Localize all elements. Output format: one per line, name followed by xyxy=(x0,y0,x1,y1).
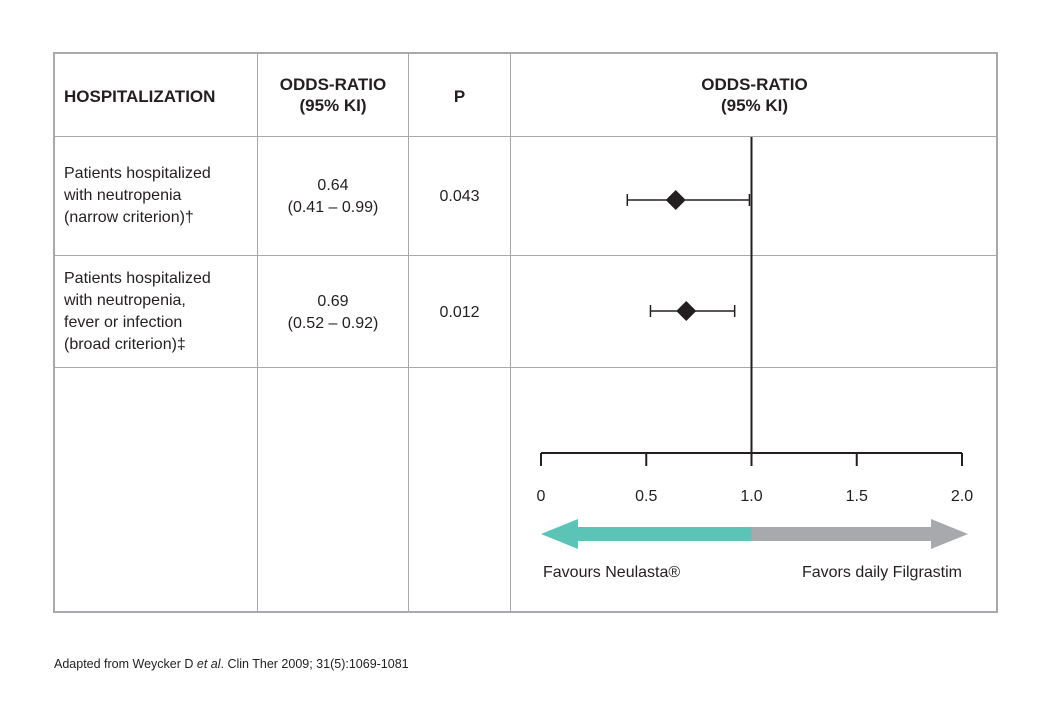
row-divider xyxy=(53,255,998,256)
footnote-prefix: Adapted from Weycker D xyxy=(54,657,197,671)
column-divider xyxy=(510,52,511,613)
odds-ratio-cell: 0.69 (0.52 – 0.92) xyxy=(258,291,408,335)
odds-ratio-cell: 0.64 (0.41 – 0.99) xyxy=(258,175,408,219)
header-p: P xyxy=(453,87,466,106)
confidence-interval: (0.52 – 0.92) xyxy=(287,315,379,332)
source-footnote: Adapted from Weycker D et al. Clin Ther … xyxy=(54,657,409,671)
header-odds-ratio-line1: ODDS-RATIO xyxy=(279,75,387,94)
x-tick-label: 0 xyxy=(537,488,546,505)
row-label: Patients hospitalized with neutropenia, … xyxy=(64,268,211,356)
row-label-line: Patients hospitalized xyxy=(64,270,211,287)
row-divider xyxy=(53,136,998,137)
header-odds-ratio-line2: (95% KI) xyxy=(299,96,367,115)
confidence-interval: (0.41 – 0.99) xyxy=(287,199,379,216)
odds-ratio-value: 0.64 xyxy=(317,177,349,194)
point-estimate-marker xyxy=(665,190,686,210)
table-frame xyxy=(53,52,998,613)
favours-filgrastim-arrow xyxy=(751,519,968,549)
p-value: 0.043 xyxy=(439,188,480,205)
footnote-suffix: . Clin Ther 2009; 31(5):1069-1081 xyxy=(220,657,409,671)
odds-ratio-value: 0.69 xyxy=(317,293,349,310)
x-tick-label: 1.5 xyxy=(846,488,868,505)
favours-left-label: Favours Neulasta® xyxy=(543,564,680,581)
row-label-line: Patients hospitalized xyxy=(64,165,211,182)
header-odds-ratio-plot: ODDS-RATIO (95% KI) xyxy=(511,74,998,116)
row-label-line: fever or infection xyxy=(64,314,183,331)
p-value: 0.012 xyxy=(439,304,480,321)
row-label: Patients hospitalized with neutropenia (… xyxy=(64,163,211,229)
x-tick-label: 2.0 xyxy=(951,488,973,505)
x-tick-label: 0.5 xyxy=(635,488,657,505)
header-odds-ratio-plot-line2: (95% KI) xyxy=(720,96,789,115)
favours-right-label: Favors daily Filgrastim xyxy=(802,564,962,581)
header-odds-ratio-value: ODDS-RATIO (95% KI) xyxy=(258,74,408,116)
header-hospitalization: HOSPITALIZATION xyxy=(64,87,216,106)
header-odds-ratio-plot-line1: ODDS-RATIO xyxy=(701,75,808,94)
row-label-line: (narrow criterion)† xyxy=(64,209,194,226)
x-tick-label: 1.0 xyxy=(740,488,762,505)
row-label-line: with neutropenia, xyxy=(64,292,186,309)
favours-neulasta-arrow xyxy=(541,519,752,549)
footnote-italic: et al xyxy=(196,657,221,671)
column-divider xyxy=(257,52,258,613)
column-divider xyxy=(408,52,409,613)
row-label-line: (broad criterion)‡ xyxy=(64,336,186,353)
point-estimate-marker xyxy=(676,301,697,321)
row-label-line: with neutropenia xyxy=(64,187,182,204)
row-divider xyxy=(53,367,998,368)
